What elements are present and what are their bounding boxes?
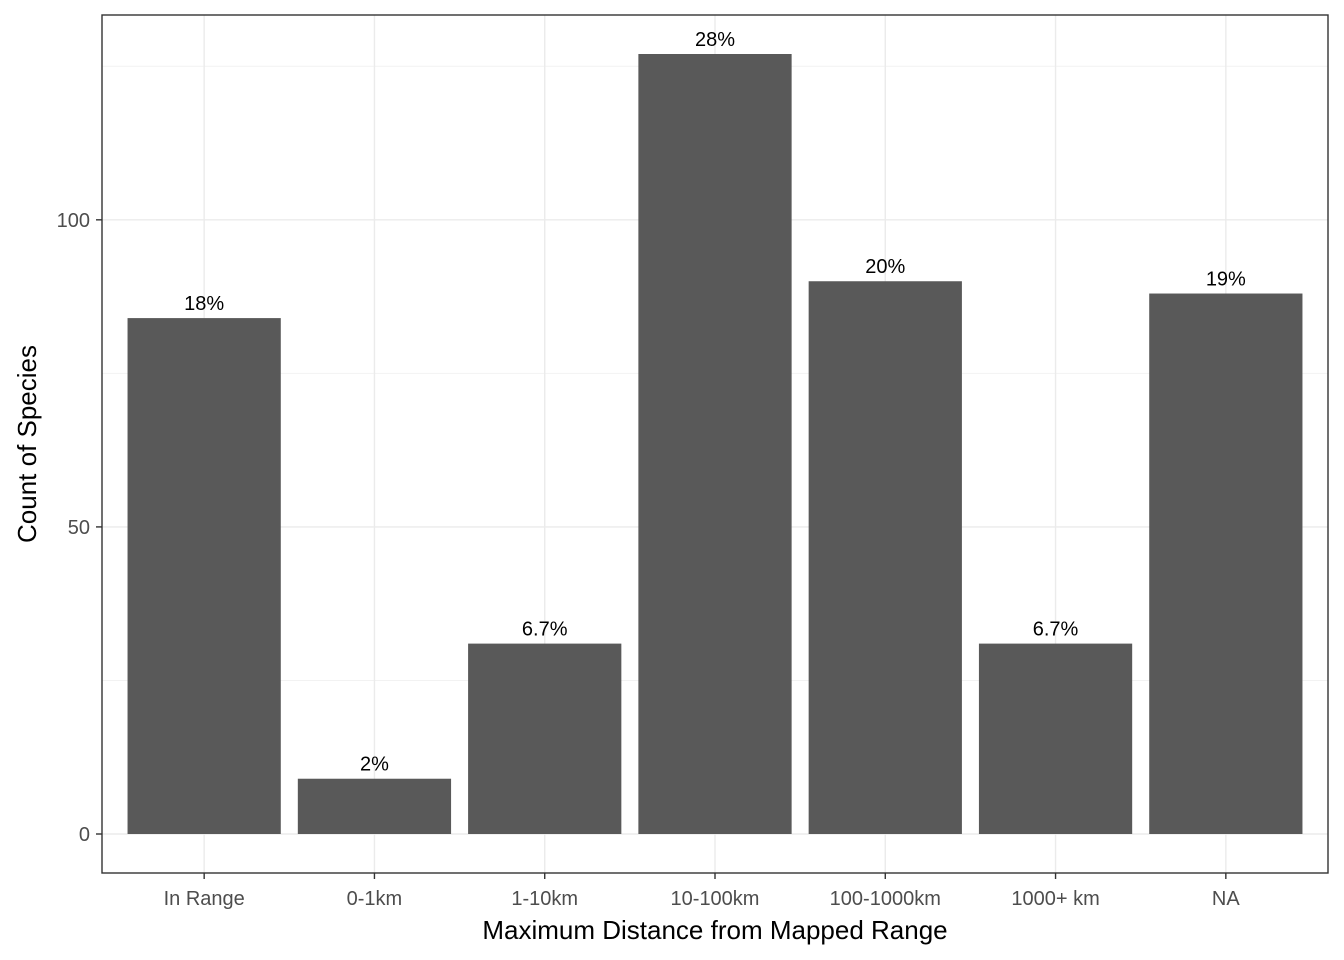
bar-data-label: 6.7% (522, 619, 568, 641)
bar (1149, 293, 1303, 834)
bar-data-label: 2% (360, 754, 389, 776)
bar (808, 281, 962, 834)
x-tick-label: In Range (164, 888, 245, 910)
bar-data-label: 28% (695, 29, 735, 51)
bar (297, 778, 452, 834)
bar-data-label: 18% (184, 293, 224, 315)
x-tick-label: 10-100km (671, 888, 760, 910)
bar-data-label: 19% (1206, 269, 1246, 291)
y-tick-label: 50 (68, 517, 90, 539)
y-axis: 0 50 100 (57, 210, 102, 846)
x-tick-label: 1-10km (511, 888, 578, 910)
y-axis-title: Count of Species (12, 345, 42, 543)
bar (468, 643, 622, 834)
x-tick-label: 0-1km (347, 888, 403, 910)
x-axis-title: Maximum Distance from Mapped Range (482, 915, 947, 945)
y-tick-label: 0 (79, 824, 90, 846)
bar-data-label: 20% (865, 256, 905, 278)
y-tick-label: 100 (57, 210, 90, 232)
x-tick-label: 1000+ km (1011, 888, 1099, 910)
data-labels-group: 18% 2% 6.7% 28% 20% 6.7% 19% (184, 29, 1246, 776)
bars-group (127, 54, 1303, 834)
x-tick-label: 100-1000km (830, 888, 941, 910)
x-axis: In Range 0-1km 1-10km 10-100km 100-1000km 100… (164, 873, 1240, 910)
bar-data-label: 6.7% (1033, 619, 1079, 641)
x-tick-label: NA (1212, 888, 1240, 910)
bar (638, 54, 792, 834)
bar (978, 643, 1133, 834)
bar (127, 318, 281, 834)
